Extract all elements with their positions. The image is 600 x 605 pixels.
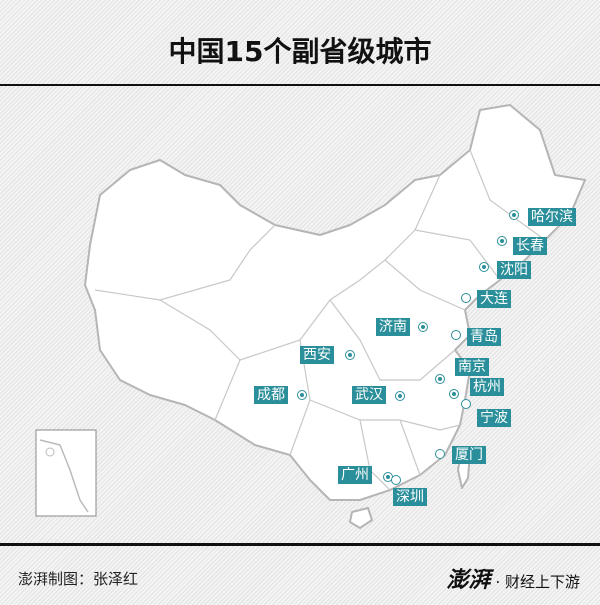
city-marker-icon (479, 262, 489, 272)
logo-text: 澎湃 (446, 567, 491, 593)
city-marker-icon (345, 350, 355, 360)
province-border (159, 299, 241, 421)
city-label: 青岛 (467, 328, 501, 346)
province-border (399, 419, 421, 476)
city-label: 南京 (455, 358, 489, 376)
china-outline (84, 104, 586, 501)
city-label: 济南 (376, 318, 410, 336)
title-divider (0, 84, 600, 86)
city-label: 成都 (254, 386, 288, 404)
city-marker-icon (297, 390, 307, 400)
province-border (469, 149, 546, 241)
city-label: 广州 (338, 466, 372, 484)
city-marker-icon (509, 210, 519, 220)
city-marker-icon (391, 475, 401, 485)
hainan-island (349, 507, 373, 529)
city-label: 沈阳 (497, 261, 531, 279)
map-credit: 澎湃制图：张泽红 (18, 570, 139, 588)
province-border (384, 259, 466, 311)
city-marker-icon (449, 389, 459, 399)
map-title: 中国15个副省级城市 (168, 35, 432, 68)
city-marker-icon (497, 236, 507, 246)
city-label: 大连 (477, 290, 511, 308)
city-label: 深圳 (393, 488, 427, 506)
city-marker-icon (461, 399, 471, 409)
china-map (35, 104, 586, 529)
city-label: 宁波 (477, 409, 511, 427)
province-border (414, 229, 501, 281)
city-marker-icon (461, 293, 471, 303)
section-name: · 财经上下游 (495, 573, 580, 591)
city-label: 哈尔滨 (528, 208, 576, 226)
city-label: 武汉 (352, 386, 386, 404)
city-marker-icon (418, 322, 428, 332)
city-label: 西安 (300, 346, 334, 364)
south-china-sea-inset (35, 429, 97, 517)
city-marker-icon (435, 449, 445, 459)
city-label: 厦门 (452, 446, 486, 464)
city-marker-icon (435, 374, 445, 384)
city-label: 杭州 (470, 378, 504, 396)
city-marker-icon (451, 330, 461, 340)
brand-logo: 澎湃 · 财经上下游 (446, 562, 580, 594)
city-label: 长春 (513, 237, 547, 255)
province-border (94, 224, 276, 301)
footer-divider (0, 543, 600, 546)
city-marker-icon (395, 391, 405, 401)
province-border (329, 299, 456, 381)
